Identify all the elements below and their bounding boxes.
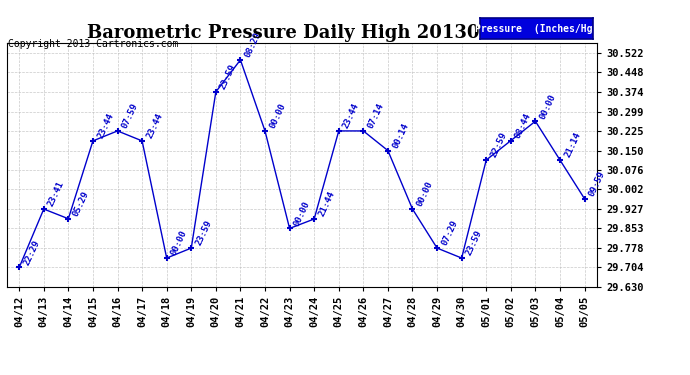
Text: 23:44: 23:44 [342,102,361,130]
Text: Pressure  (Inches/Hg): Pressure (Inches/Hg) [475,24,598,33]
Text: 07:59: 07:59 [120,102,140,130]
Text: 23:59: 23:59 [464,229,484,257]
Text: 22:59: 22:59 [489,131,509,159]
Text: 00:00: 00:00 [538,92,558,120]
Text: 00:00: 00:00 [415,180,435,208]
Text: 07:14: 07:14 [366,102,386,130]
Text: 00:00: 00:00 [268,102,287,130]
Text: 21:44: 21:44 [317,190,337,218]
Text: 07:29: 07:29 [440,219,460,247]
Text: 23:41: 23:41 [46,180,66,208]
Text: 05:29: 05:29 [71,190,90,218]
Text: 21:14: 21:14 [563,131,582,159]
Text: 23:59: 23:59 [219,63,238,91]
Text: 08:29: 08:29 [243,31,263,59]
Text: 00:00: 00:00 [293,200,312,228]
Text: 22:29: 22:29 [22,238,41,267]
Text: 00:00: 00:00 [170,229,189,257]
Text: 08:44: 08:44 [513,112,533,140]
Title: Barometric Pressure Daily High 20130506: Barometric Pressure Daily High 20130506 [87,24,517,42]
Text: 09:59: 09:59 [587,170,607,198]
Text: 00:14: 00:14 [391,122,410,150]
Text: 23:44: 23:44 [145,112,164,140]
Text: Copyright 2013 Cartronics.com: Copyright 2013 Cartronics.com [8,39,179,50]
Text: 23:44: 23:44 [96,112,115,140]
Text: 23:59: 23:59 [194,219,213,247]
